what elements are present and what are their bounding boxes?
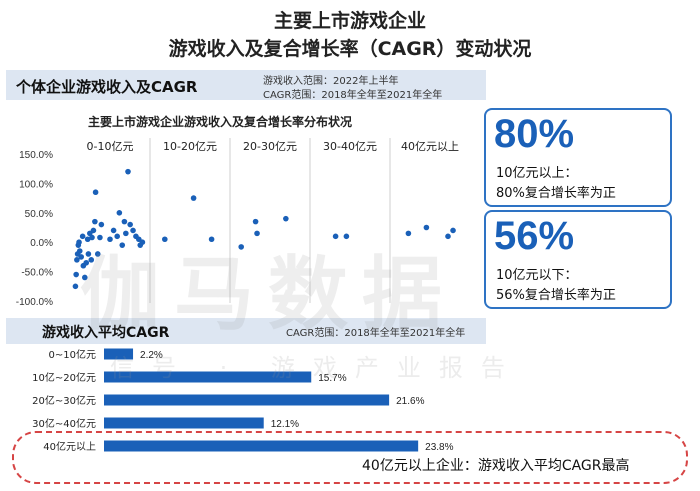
page-title: 主要上市游戏企业 [273,10,426,32]
stat-percent: 56% [494,214,575,258]
scatter-point [84,236,91,243]
bar [104,394,390,406]
section-header-scatter: 个体企业游戏收入及CAGR 游戏收入范围：2022年上半年 CAGR范围：201… [6,70,486,101]
y-tick-label: 100.0% [19,179,53,190]
y-tick-label: -100.0% [16,297,53,308]
bar-value-label: 21.6% [396,396,424,407]
scatter-point [78,254,84,260]
scatter-point [405,230,412,237]
cagr-range-note: CAGR范围：2018年全年至2021年全年 [263,90,443,101]
scatter-point [445,233,451,240]
section-heading: 个体企业游戏收入及CAGR [16,78,198,96]
bar [104,440,419,452]
scatter-point [83,259,90,266]
highlight-outline [12,431,688,484]
group-label: 20-30亿元 [243,140,297,153]
y-tick-label: -50.0% [21,268,53,279]
scatter-point [114,233,120,240]
group-label: 30-40亿元 [323,140,377,153]
scatter-point [208,236,215,243]
bar [104,371,312,383]
scatter-point [139,239,146,245]
scatter-point [82,274,88,281]
group-label: 10-20亿元 [163,140,217,153]
scatter-point [85,251,92,257]
bar-value-label: 15.7% [318,373,346,384]
scatter-point [332,233,339,240]
scatter-point [190,195,197,201]
scatter-point [74,257,80,263]
scatter-point [92,189,99,196]
scatter-point [73,271,79,278]
bar-value-label: 23.8% [425,442,453,453]
scatter-chart-title: 主要上市游戏企业游戏收入及复合增长率分布状况 [88,115,353,129]
bar [104,348,134,360]
scatter-point [252,218,259,225]
scatter-point [110,227,117,234]
scatter-point [107,236,113,243]
bar-value-label: 12.1% [271,419,299,430]
watermark-sub: 信号 · 游戏产业报告 [110,354,523,382]
scatter-point [343,233,350,240]
scatter-point [92,218,98,225]
stat-desc: 56%复合增长率为正 [496,288,616,303]
scatter-point [130,227,136,234]
scatter-point [98,221,105,228]
scatter-point [125,168,131,175]
bar-category-label: 40亿元以上 [43,440,96,453]
stat-desc: 80%复合增长率为正 [496,186,616,201]
stat-label: 10亿元以下： [496,268,578,283]
y-tick-label: 0.0% [30,238,53,249]
bar-category-label: 10亿~20亿元 [32,371,96,384]
stat-percent: 80% [494,112,575,156]
scatter-point [127,221,133,228]
scatter-point [76,239,82,245]
scatter-point [72,283,79,290]
revenue-range-note: 游戏收入范围：2022年上半年 [263,76,399,87]
scatter-point [79,233,86,240]
scatter-point [89,234,95,241]
scatter-point [238,244,244,250]
bar-category-label: 20亿~30亿元 [32,394,96,407]
scatter-point [76,248,83,254]
scatter-point [121,218,128,225]
bar-category-label: 30亿~40亿元 [32,417,96,430]
scatter-point [119,242,126,248]
scatter-point [90,227,97,234]
scatter-point [423,224,430,231]
section-header-bars: 游戏收入平均CAGR CAGR范围：2018年全年至2021年全年 [6,318,486,344]
scatter-point [88,257,95,263]
section-heading: 游戏收入平均CAGR [42,325,170,341]
y-tick-label: 150.0% [19,150,53,161]
scatter-point [97,234,103,241]
page-subtitle: 游戏收入及复合增长率（CAGR）变动状况 [168,38,532,60]
scatter-point [162,236,168,243]
cagr-range-note: CAGR范围：2018年全年至2021年全年 [286,328,466,339]
stat-box-above-10: 80% 10亿元以上： 80%复合增长率为正 [484,108,672,207]
y-tick-label: 50.0% [25,209,53,220]
stat-box-below-10: 56% 10亿元以下： 56%复合增长率为正 [484,210,672,309]
watermark: 伽马数据 [80,248,456,341]
bar-category-label: 0~10亿元 [49,348,96,361]
stat-label: 10亿元以上： [496,166,578,181]
group-label: 40亿元以上 [401,140,459,153]
bar [104,417,264,429]
scatter-point [283,215,289,222]
highlight-caption: 40亿元以上企业：游戏收入平均CAGR最高 [362,458,630,474]
group-label: 0-10亿元 [87,140,134,153]
bar-value-label: 2.2% [140,350,163,361]
scatter-point [450,227,456,234]
scatter-point [254,230,260,237]
scatter-point [116,210,123,216]
scatter-point [123,230,129,237]
scatter-point [94,251,101,257]
